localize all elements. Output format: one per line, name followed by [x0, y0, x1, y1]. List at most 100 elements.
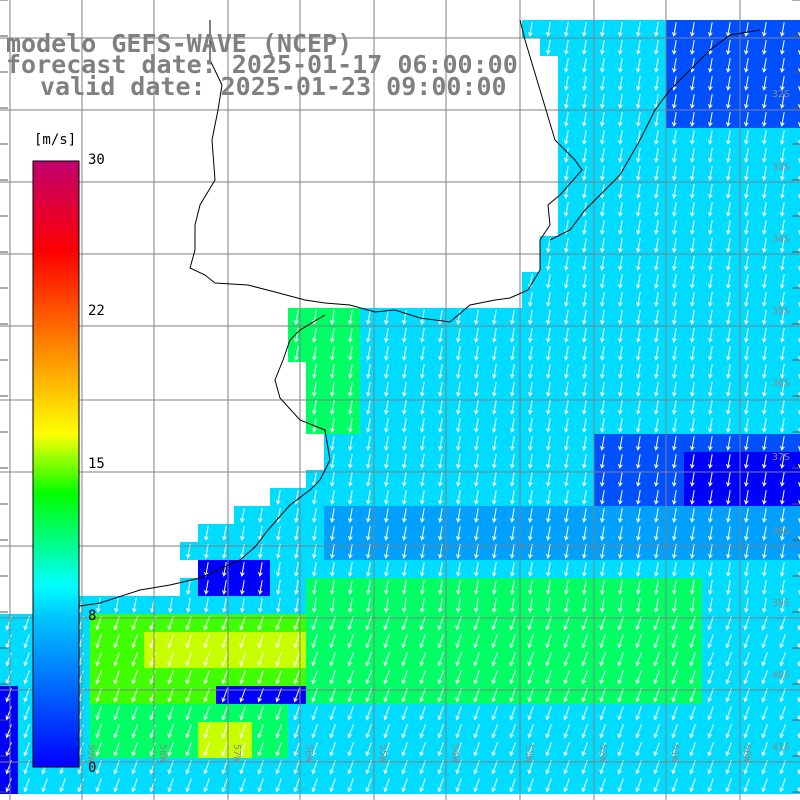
wind-arrow — [474, 598, 479, 613]
wind-arrow — [725, 778, 732, 793]
wind-arrow — [690, 238, 695, 253]
wind-arrow — [636, 562, 641, 577]
wind-arrow — [167, 688, 174, 703]
wind-arrow — [509, 670, 516, 685]
wind-arrow — [239, 688, 246, 703]
wind-arrow — [564, 472, 569, 487]
wind-arrow — [636, 526, 641, 541]
wind-arrow — [690, 454, 695, 469]
wind-arrow — [708, 130, 713, 145]
wind-arrow — [528, 292, 533, 307]
wind-arrow — [420, 328, 425, 343]
wind-arrow — [743, 706, 750, 721]
wind-arrow — [779, 634, 786, 649]
wind-arrow — [510, 310, 515, 325]
wind-arrow — [780, 94, 785, 109]
wind-arrow — [185, 670, 192, 685]
wind-arrow — [131, 778, 138, 793]
wind-arrow — [618, 256, 623, 271]
wind-arrow — [330, 526, 335, 541]
wind-arrow — [744, 184, 749, 199]
wind-arrow — [600, 508, 605, 523]
wind-arrow — [330, 580, 335, 595]
wind-arrow — [203, 724, 210, 739]
wind-arrow — [582, 454, 587, 469]
wind-arrow — [456, 400, 461, 415]
wind-arrow — [636, 166, 641, 181]
wind-arrow — [546, 490, 551, 505]
wind-arrow — [708, 184, 713, 199]
wind-arrow — [528, 310, 533, 325]
wind-arrow — [401, 724, 408, 739]
wind-arrow — [149, 652, 156, 667]
wind-arrow — [257, 688, 264, 703]
wind-arrow — [780, 166, 785, 181]
wind-arrow — [690, 418, 695, 433]
wind-arrow — [564, 580, 569, 595]
field-cell — [792, 290, 800, 308]
wind-arrow — [383, 688, 390, 703]
wind-arrow — [221, 688, 228, 703]
wind-arrow — [438, 418, 443, 433]
wind-arrow — [636, 94, 641, 109]
wind-arrow — [780, 508, 785, 523]
wind-arrow — [564, 130, 569, 145]
wind-arrow — [185, 706, 192, 721]
wind-arrow — [636, 346, 641, 361]
wind-arrow — [546, 346, 551, 361]
latitude-label: 37S — [772, 452, 791, 463]
wind-arrow — [708, 562, 713, 577]
wind-arrow — [582, 220, 587, 235]
wind-arrow — [582, 310, 587, 325]
wind-arrow — [672, 94, 677, 109]
wind-arrow — [510, 328, 515, 343]
wind-arrow — [312, 598, 317, 613]
wind-arrow — [348, 436, 353, 451]
wind-arrow — [330, 562, 335, 577]
wind-arrow — [744, 238, 749, 253]
wind-arrow — [383, 634, 390, 649]
wind-arrow — [744, 58, 749, 73]
wind-arrow — [222, 562, 227, 577]
wind-arrow — [491, 724, 498, 739]
wind-arrow — [690, 400, 695, 415]
wind-arrow — [113, 688, 120, 703]
wind-arrow — [347, 724, 354, 739]
wind-arrow — [618, 40, 623, 55]
wind-arrow — [438, 328, 443, 343]
wind-arrow — [384, 436, 389, 451]
wind-arrow — [528, 526, 533, 541]
wind-arrow — [780, 130, 785, 145]
wind-arrow — [762, 400, 767, 415]
wind-arrow — [366, 472, 371, 487]
wind-arrow — [726, 274, 731, 289]
wind-arrow — [581, 706, 588, 721]
wind-arrow — [474, 310, 479, 325]
wind-arrow — [671, 760, 678, 775]
wind-arrow — [402, 328, 407, 343]
wind-arrow — [401, 742, 408, 757]
wind-arrow — [510, 508, 515, 523]
wind-arrow — [348, 490, 353, 505]
wind-arrow — [131, 742, 138, 757]
wind-arrow — [348, 328, 353, 343]
wind-arrow — [365, 742, 372, 757]
wind-arrow — [672, 40, 677, 55]
wind-arrow — [672, 184, 677, 199]
wind-arrow — [689, 670, 696, 685]
wind-arrow — [744, 94, 749, 109]
wind-arrow — [617, 742, 624, 757]
wind-arrow — [744, 364, 749, 379]
wind-arrow — [239, 670, 246, 685]
wind-arrow — [653, 760, 660, 775]
wind-arrow — [401, 778, 408, 793]
wind-arrow — [672, 490, 677, 505]
wind-arrow — [276, 562, 281, 577]
wind-arrow — [582, 418, 587, 433]
wind-arrow — [780, 22, 785, 37]
wind-arrow — [708, 76, 713, 91]
wind-arrow — [708, 256, 713, 271]
wind-arrow — [690, 346, 695, 361]
wind-arrow — [779, 616, 786, 631]
wind-arrow — [600, 328, 605, 343]
